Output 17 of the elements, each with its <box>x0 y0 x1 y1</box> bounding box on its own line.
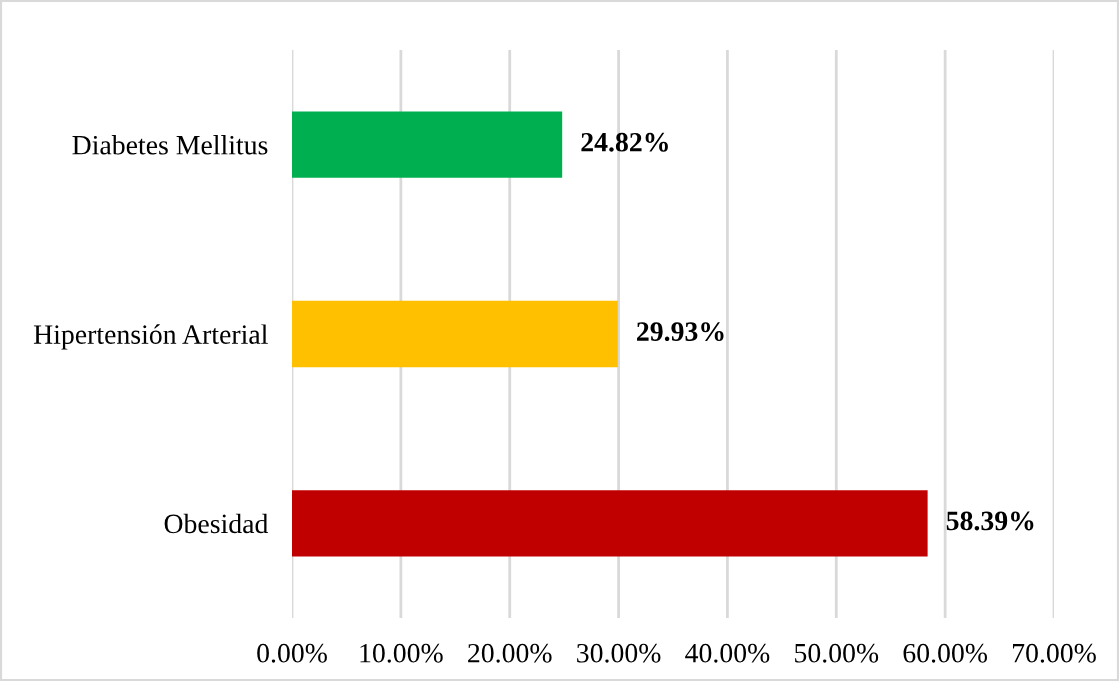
data-label: 58.39% <box>946 511 1034 531</box>
bar <box>292 111 563 178</box>
y-tick-label: Diabetes Mellitus <box>72 135 268 155</box>
x-tick-label: 10.00% <box>360 643 443 663</box>
y-tick-label: Hipertensión Arterial <box>33 324 268 350</box>
x-tick-label: 60.00% <box>903 643 988 663</box>
bar <box>292 300 618 368</box>
x-tick-label: 70.00% <box>1013 643 1096 663</box>
data-label: 24.82% <box>581 132 668 152</box>
x-tick-label: 40.00% <box>685 643 770 663</box>
x-tick-label: 0.00% <box>257 643 327 663</box>
y-tick-label: Obesidad <box>164 513 269 534</box>
bar <box>292 490 928 557</box>
data-label: 29.93% <box>637 322 724 342</box>
x-tick-label: 30.00% <box>577 643 661 663</box>
x-tick-label: 20.00% <box>468 643 552 663</box>
x-tick-label: 50.00% <box>795 643 879 663</box>
